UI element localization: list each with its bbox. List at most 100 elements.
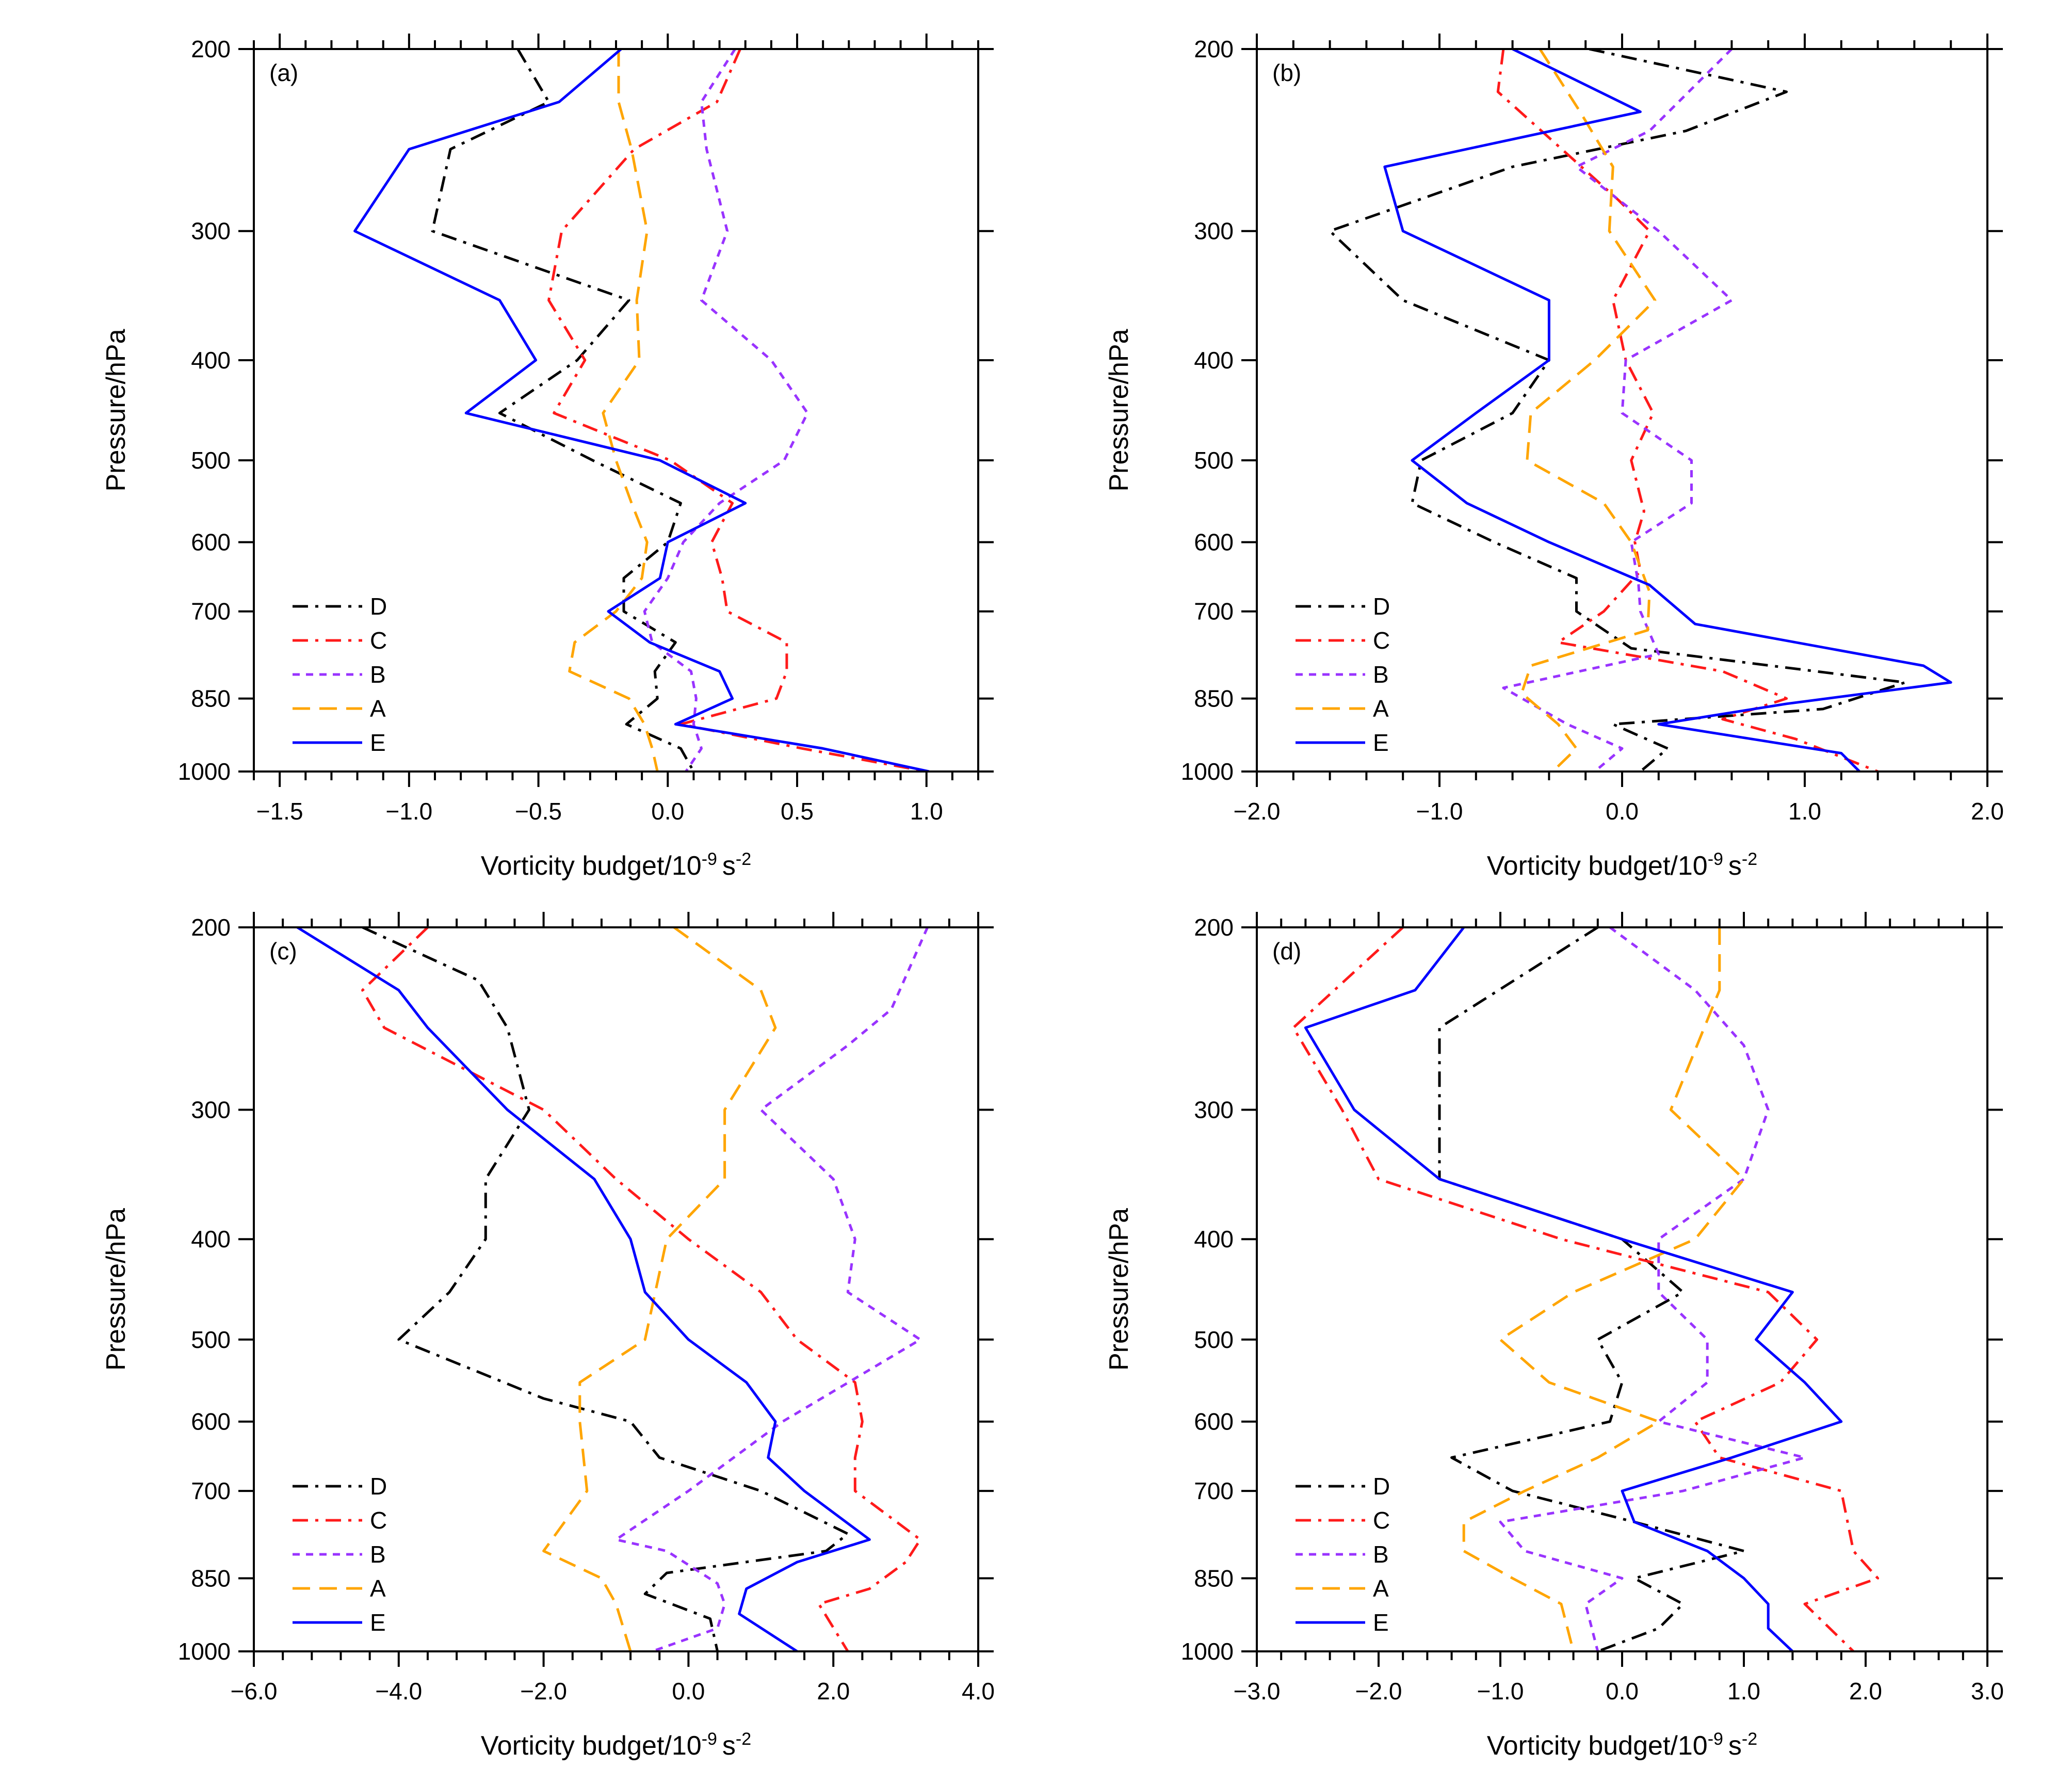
x-axis-title-text: Vorticity budget/10 [481,851,702,881]
panel-label: (c) [269,938,297,965]
x-tick-label: 1.0 [910,798,943,825]
y-tick-label: 300 [191,218,231,245]
x-axis-title-exp: -9 [1708,1729,1723,1749]
y-tick-label: 600 [1194,1408,1234,1435]
y-tick-label: 600 [191,529,231,556]
y-tick-label: 850 [1194,685,1234,712]
x-tick-label: −1.0 [385,798,432,825]
legend-label-E: E [1373,1609,1389,1636]
x-axis-title-unit: s [1728,1731,1742,1761]
y-tick-label: 400 [1194,1226,1234,1252]
x-axis-title: Vorticity budget/10-9 s-2 [1487,849,1757,881]
y-axis-title: Pressure/hPa [101,1208,131,1371]
y-tick-label: 700 [191,598,231,625]
x-tick-label: −1.0 [1477,1678,1524,1705]
x-axis-title-unit: s [722,851,736,881]
y-axis-title: Pressure/hPa [101,329,131,491]
legend-label-D: D [1373,593,1390,620]
series-line-D [1438,927,1745,1651]
y-tick-label: 500 [1194,447,1234,474]
legend-label-E: E [370,729,386,756]
x-tick-label: −1.5 [256,798,303,825]
legend-label-A: A [1373,695,1389,722]
x-axis-title: Vorticity budget/10-9 s-2 [481,1729,751,1761]
legend-label-A: A [1373,1575,1389,1602]
y-axis-title: Pressure/hPa [1104,1208,1134,1371]
y-axis-title: Pressure/hPa [1104,329,1134,491]
series-line-A [568,49,659,772]
panel-d: −3.0 −2.0 −1.0 0.0 1.0 2.0 3.0 200 300 400 500 600 7… [1104,912,2004,1761]
y-tick-label: 500 [191,1326,231,1353]
plot-frame [1256,926,1988,1652]
y-tick-label: 500 [191,447,231,474]
x-axis-title-text: Vorticity budget/10 [481,1731,702,1761]
legend-label-B: B [1373,1541,1389,1568]
x-axis-title-exp: -9 [1708,849,1723,869]
series-line-A [542,927,777,1651]
legend-label-D: D [370,593,387,620]
series-line-C [547,49,927,772]
x-tick-label: −6.0 [231,1678,278,1705]
legend-label-B: B [370,661,386,688]
legend-label-B: B [1373,661,1389,688]
series-line-D [362,927,849,1651]
y-tick-label: 200 [191,914,231,941]
panel-label: (b) [1272,59,1301,86]
legend-label-A: A [370,695,386,722]
series-line-B [1499,927,1806,1651]
x-axis-title-unit-exp: -2 [1742,849,1757,869]
series-line-C [1496,49,1879,772]
legend-label-C: C [1373,1507,1390,1534]
y-tick-label: 700 [191,1477,231,1504]
x-axis-title-unit: s [1728,851,1742,881]
y-tick-label: 400 [191,347,231,374]
x-tick-label: −0.5 [515,798,562,825]
y-tick-label: 1000 [1181,1638,1234,1665]
x-tick-label: 2.0 [1971,798,2004,825]
y-tick-label: 700 [1194,1477,1234,1504]
series-line-E [353,49,930,772]
legend-label-A: A [370,1575,386,1602]
series-line-A [1520,49,1657,772]
x-axis-title-unit-exp: -2 [736,849,751,869]
x-tick-label: 2.0 [817,1678,850,1705]
x-tick-label: 0.0 [672,1678,705,1705]
y-tick-label: 1000 [178,758,231,785]
legend-label-D: D [1373,1473,1390,1500]
panel-b: −2.0 −1.0 0.0 1.0 2.0 200 300 400 500 600 700 850 10… [1104,34,2004,881]
x-axis-title-exp: -9 [702,849,717,869]
legend-label-D: D [370,1473,387,1500]
panel-label: (d) [1272,938,1301,965]
y-tick-label: 1000 [178,1638,231,1665]
y-tick-label: 600 [1194,529,1234,556]
series-line-D [1329,49,1907,772]
x-tick-label: 4.0 [962,1678,995,1705]
legend-label-C: C [1373,627,1390,654]
x-axis-title: Vorticity budget/10-9 s-2 [1487,1729,1757,1761]
series-line-E [296,927,871,1651]
panel-a: −1.5 −1.0 −0.5 0.0 0.5 1.0 200 300 400 500 600 700 8… [101,34,994,881]
y-tick-label: 200 [1194,36,1234,62]
y-tick-label: 200 [191,36,231,62]
x-axis-title-unit-exp: -2 [1742,1729,1757,1749]
y-tick-label: 700 [1194,598,1234,625]
x-tick-label: −1.0 [1416,798,1463,825]
x-axis-title-unit-exp: -2 [736,1729,751,1749]
y-tick-label: 1000 [1181,758,1234,785]
legend-label-B: B [370,1541,386,1568]
plot-frame [253,926,979,1652]
x-tick-label: −3.0 [1234,1678,1281,1705]
series-line-B [643,49,809,772]
x-axis-title-text: Vorticity budget/10 [1487,851,1708,881]
x-tick-label: −4.0 [375,1678,422,1705]
x-axis-title-unit: s [722,1731,736,1761]
y-tick-label: 400 [191,1226,231,1252]
series-line-D [431,49,695,772]
series-line-B [1502,49,1733,772]
x-tick-label: 0.0 [1606,1678,1639,1705]
y-tick-label: 850 [191,1565,231,1592]
